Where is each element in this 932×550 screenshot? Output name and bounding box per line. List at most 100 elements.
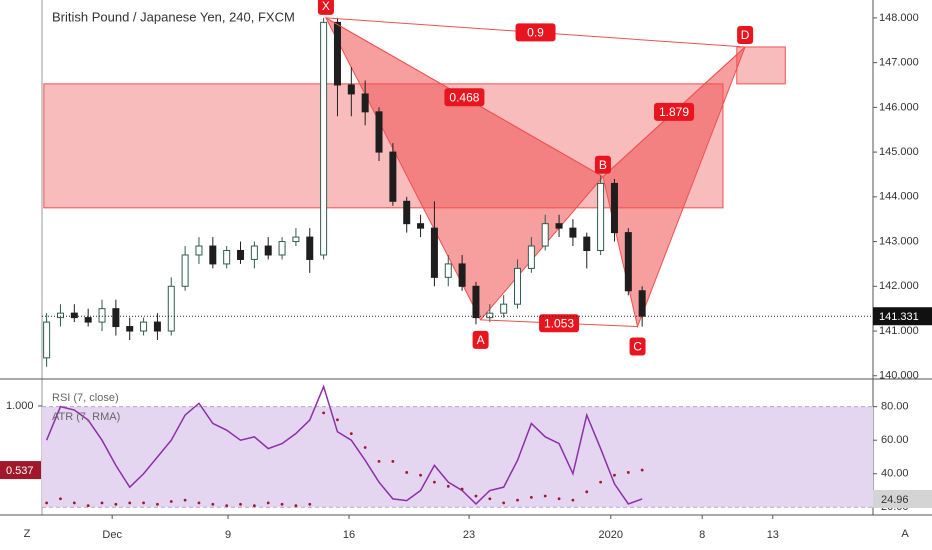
legend-entry: RSI (7, close): [52, 392, 119, 404]
ratio-label: 1.053: [544, 316, 574, 330]
x-tick-label: Dec: [102, 529, 122, 541]
candle-body: [195, 245, 203, 256]
y-tick-label: 146.000: [879, 101, 919, 113]
candle-body: [610, 182, 618, 234]
candle-body: [624, 232, 632, 292]
atr-dot: [225, 504, 229, 508]
candle-body: [472, 285, 480, 319]
candle-body: [140, 321, 148, 332]
candle-body: [500, 303, 508, 314]
ratio-label: 1.879: [659, 105, 689, 119]
atr-dot: [45, 501, 49, 505]
point-box: [594, 155, 611, 174]
candle-body: [209, 245, 217, 265]
zone: [736, 46, 786, 85]
atr-dot: [626, 471, 630, 474]
atr-dot: [72, 501, 76, 505]
x-tick-label: 23: [463, 529, 475, 541]
atr-dot: [446, 484, 450, 488]
candle-body: [167, 285, 175, 332]
y-tick-label: 147.000: [879, 57, 919, 69]
atr-dot: [433, 480, 436, 484]
atr-dot: [100, 501, 104, 505]
y-tick-label: 145.000: [879, 146, 919, 158]
y2-tick-label: 60.00: [881, 434, 909, 446]
point-label: B: [599, 158, 607, 172]
candle-body: [320, 21, 328, 256]
atr-dot: [363, 446, 367, 449]
chart-title: British Pound / Japanese Yen, 240, FXCM: [52, 9, 295, 24]
atr-dot: [197, 501, 201, 505]
candle-body: [486, 312, 494, 319]
point-label: D: [741, 28, 750, 42]
x-tick-label: 16: [343, 529, 355, 541]
atr-dot: [308, 502, 312, 506]
last-price-label: 141.331: [879, 311, 919, 323]
ratio-box: [654, 102, 695, 121]
y-tick-label: 144.000: [879, 191, 919, 203]
atr-dot: [613, 473, 616, 477]
atr-dot: [488, 497, 492, 501]
point-box: [472, 330, 489, 349]
candle-body: [126, 326, 134, 332]
atr-dot: [377, 459, 381, 463]
atr-dot: [280, 502, 284, 506]
candle-body: [70, 312, 78, 319]
candle-body: [417, 223, 425, 229]
candle-body: [444, 263, 452, 278]
candle-body: [347, 84, 355, 95]
atr-dot: [128, 501, 132, 505]
atr-dot: [86, 504, 90, 508]
candle-body: [541, 223, 549, 247]
atr-dot: [294, 504, 298, 508]
atr-dot: [59, 497, 62, 501]
candle-body: [597, 182, 605, 252]
band: [42, 406, 873, 508]
x-tick-label: 2020: [599, 529, 623, 541]
auto-button[interactable]: A: [901, 528, 909, 540]
candle-body: [56, 312, 64, 319]
y2-tick-label: 40.00: [881, 468, 909, 480]
rsi-line: [45, 384, 643, 505]
atr-dot: [114, 502, 118, 506]
ratio-label: 0.9: [527, 26, 544, 40]
point-box: [317, 0, 334, 15]
atr-dot: [640, 468, 644, 472]
candle-body: [375, 111, 383, 153]
point-box: [629, 337, 646, 356]
y-tick-label: 148.000: [879, 12, 919, 24]
scale-button[interactable]: Z: [24, 528, 31, 540]
x-tick-label: 8: [699, 529, 705, 541]
candle-body: [638, 290, 646, 317]
atr-dot: [322, 411, 326, 415]
ratio-label: 0.468: [449, 90, 479, 104]
candle-body: [264, 245, 272, 256]
candle-body: [292, 236, 300, 243]
atr-dot: [183, 498, 187, 502]
atr-dot: [169, 500, 173, 503]
y-tick-label: 140.000: [879, 370, 919, 382]
candle-body: [237, 250, 245, 260]
value-label: 0.537: [6, 465, 34, 477]
atr-dot: [349, 432, 353, 436]
atr-dot: [142, 501, 145, 505]
atr-dot: [336, 418, 339, 422]
point-label: C: [633, 340, 642, 354]
y-tick-label: 142.000: [879, 280, 919, 292]
ratio-box: [515, 23, 556, 42]
candle-body: [306, 236, 314, 260]
atr-dot: [571, 498, 575, 502]
candle-body: [278, 241, 286, 256]
atr-dot: [460, 487, 464, 491]
atr-dot: [543, 494, 547, 498]
candle-body: [153, 321, 161, 332]
point-label: A: [477, 333, 485, 347]
candle-body: [514, 267, 522, 305]
y-tick-label: 143.000: [879, 235, 919, 247]
atr-dot: [405, 471, 409, 474]
ratio-box: [539, 314, 580, 333]
atr-dot: [599, 480, 603, 484]
atr-dot: [156, 502, 159, 506]
candle-body: [430, 227, 438, 278]
